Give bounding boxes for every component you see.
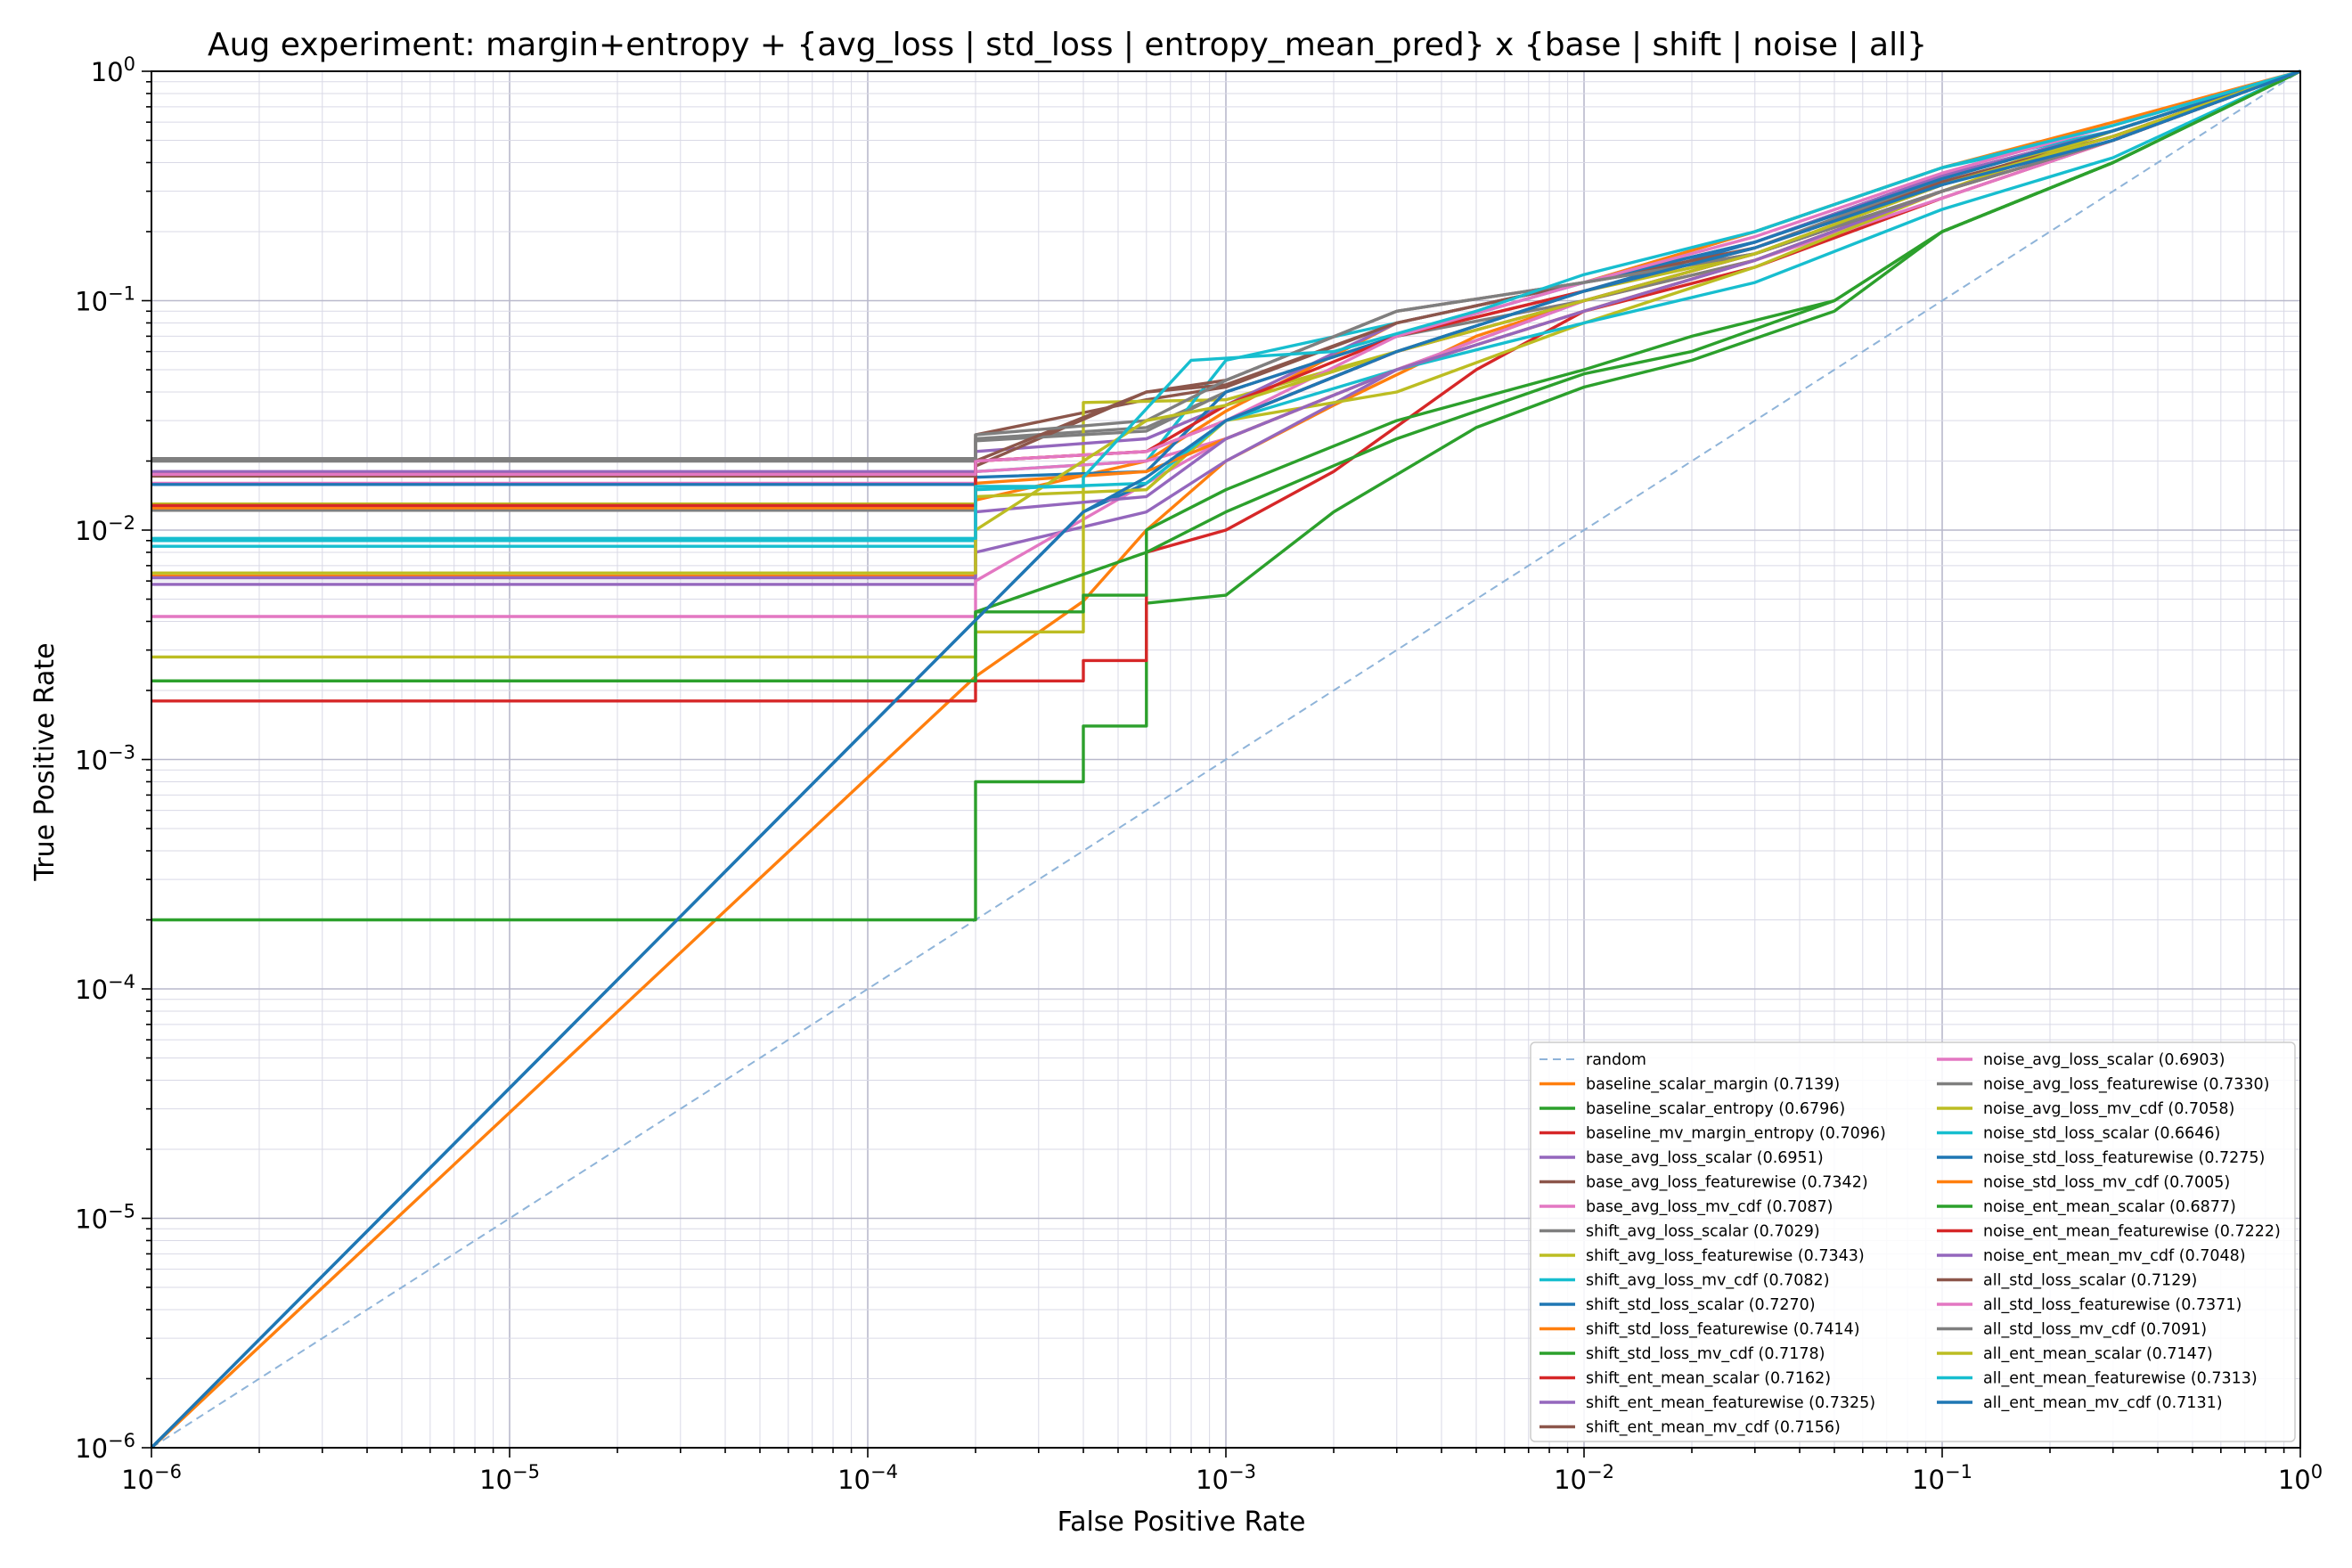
legend-entry-label: shift_avg_loss_featurewise (0.7343) [1586, 1247, 1865, 1265]
legend-entry-label: noise_avg_loss_mv_cdf (0.7058) [1983, 1100, 2234, 1118]
x-tick-label: 10−2 [1554, 1461, 1614, 1495]
series-line [150, 69, 2301, 1450]
legend-entry-label: random [1586, 1051, 1646, 1069]
legend-entry-label: noise_ent_mean_scalar (0.6877) [1983, 1198, 2236, 1216]
series-line [151, 69, 2301, 922]
series-line [151, 69, 2301, 477]
legend-entry-label: all_std_loss_mv_cdf (0.7091) [1983, 1321, 2207, 1339]
series-line [151, 69, 2301, 461]
legend-entry-label: all_std_loss_featurewise (0.7371) [1983, 1296, 2242, 1314]
legend-entry-label: baseline_scalar_margin (0.7139) [1586, 1076, 1840, 1094]
legend-entry-label: shift_ent_mean_mv_cdf (0.7156) [1586, 1419, 1841, 1437]
x-tick-label: 10−1 [1912, 1461, 1972, 1495]
x-tick-label: 10−5 [479, 1461, 540, 1495]
legend-entry-label: shift_avg_loss_scalar (0.7029) [1586, 1223, 1820, 1241]
legend-entry-label: base_avg_loss_scalar (0.6951) [1586, 1149, 1824, 1167]
axis-ticks: 10−6 10−5 10−4 10−3 10−2 10−1 100 10−6 10−5 10−4 1… [75, 53, 2323, 1495]
series-line [151, 69, 2301, 540]
legend: random baseline_scalar_margin (0.7139) bas… [1530, 1041, 2296, 1442]
y-tick-label: 100 [91, 53, 135, 87]
y-tick-label: 10−2 [75, 512, 135, 546]
series-line [151, 69, 2301, 703]
legend-entry-label: noise_std_loss_scalar (0.6646) [1983, 1125, 2220, 1143]
legend-entry-label: noise_std_loss_mv_cdf (0.7005) [1983, 1174, 2230, 1192]
y-tick-label: 10−6 [75, 1430, 135, 1464]
legend-entry-label: shift_avg_loss_mv_cdf (0.7082) [1586, 1272, 1830, 1290]
legend-entry-label: baseline_scalar_entropy (0.6796) [1586, 1100, 1845, 1118]
legend-entry-label: base_avg_loss_featurewise (0.7342) [1586, 1174, 1868, 1192]
y-axis-label: True Positive Rate [29, 642, 61, 881]
chart-title: Aug experiment: margin+entropy + {avg_lo… [208, 27, 1927, 63]
legend-entry-label: noise_ent_mean_mv_cdf (0.7048) [1983, 1247, 2246, 1265]
x-tick-label: 10−4 [837, 1461, 898, 1495]
legend-entry-label: noise_ent_mean_featurewise (0.7222) [1983, 1223, 2281, 1241]
legend-entry-label: all_ent_mean_mv_cdf (0.7131) [1983, 1394, 2223, 1412]
series-line [151, 70, 2301, 1449]
legend-entry-label: baseline_mv_margin_entropy (0.7096) [1586, 1125, 1886, 1143]
y-tick-label: 10−1 [75, 283, 135, 317]
legend-entry-label: shift_std_loss_mv_cdf (0.7178) [1586, 1345, 1825, 1363]
legend-entry-label: shift_std_loss_featurewise (0.7414) [1586, 1321, 1860, 1339]
legend-entry-label: base_avg_loss_mv_cdf (0.7087) [1586, 1198, 1833, 1216]
x-tick-label: 10−3 [1196, 1461, 1256, 1495]
x-tick-label: 100 [2278, 1461, 2323, 1495]
legend-entry-label: shift_ent_mean_scalar (0.7162) [1586, 1370, 1831, 1388]
legend-entry-label: all_std_loss_scalar (0.7129) [1983, 1272, 2197, 1290]
x-tick-label: 10−6 [121, 1461, 182, 1495]
legend-entry-label: shift_ent_mean_featurewise (0.7325) [1586, 1394, 1875, 1412]
legend-entry-label: noise_std_loss_featurewise (0.7275) [1983, 1149, 2265, 1167]
y-tick-label: 10−5 [75, 1201, 135, 1235]
y-tick-label: 10−4 [75, 971, 135, 1005]
plot-area [150, 69, 2301, 1450]
series-line [151, 69, 2301, 682]
legend-entry-label: all_ent_mean_featurewise (0.7313) [1983, 1370, 2258, 1388]
legend-entry-label: shift_std_loss_scalar (0.7270) [1586, 1296, 1816, 1314]
y-tick-label: 10−3 [75, 742, 135, 776]
x-axis-label: False Positive Rate [1058, 1507, 1306, 1538]
legend-box [1530, 1041, 2296, 1442]
legend-entry-label: noise_avg_loss_featurewise (0.7330) [1983, 1076, 2269, 1094]
legend-entry-label: noise_avg_loss_scalar (0.6903) [1983, 1051, 2225, 1069]
legend-entry-label: all_ent_mean_scalar (0.7147) [1983, 1345, 2213, 1363]
